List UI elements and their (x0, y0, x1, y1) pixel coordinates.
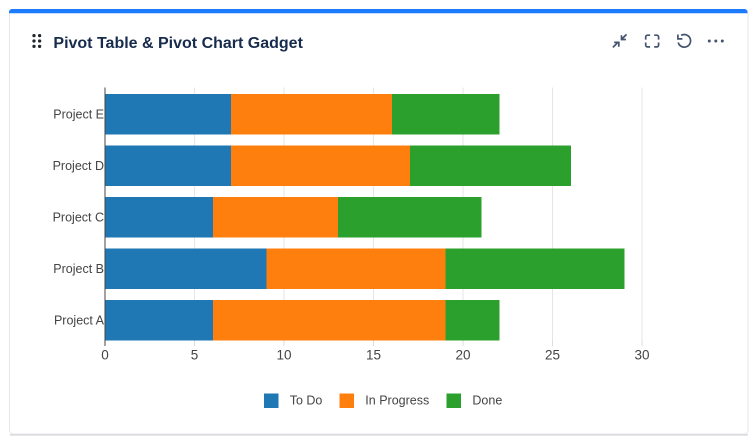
svg-text:Project C: Project C (53, 211, 104, 225)
svg-text:Done: Done (472, 394, 502, 408)
svg-text:5: 5 (191, 347, 199, 362)
svg-text:Pivot Table & Pivot Chart Gadg: Pivot Table & Pivot Chart Gadget (53, 35, 303, 52)
svg-text:15: 15 (366, 347, 381, 362)
svg-text:20: 20 (455, 347, 470, 362)
svg-text:Project A: Project A (54, 314, 105, 328)
svg-text:Project B: Project B (53, 262, 104, 276)
svg-text:In Progress: In Progress (365, 394, 429, 408)
svg-text:Project E: Project E (53, 108, 104, 122)
svg-text:To Do: To Do (290, 394, 323, 408)
svg-text:10: 10 (276, 347, 291, 362)
svg-text:Project D: Project D (53, 159, 104, 173)
svg-text:25: 25 (545, 347, 560, 362)
svg-text:0: 0 (101, 347, 109, 362)
svg-text:30: 30 (634, 347, 649, 362)
